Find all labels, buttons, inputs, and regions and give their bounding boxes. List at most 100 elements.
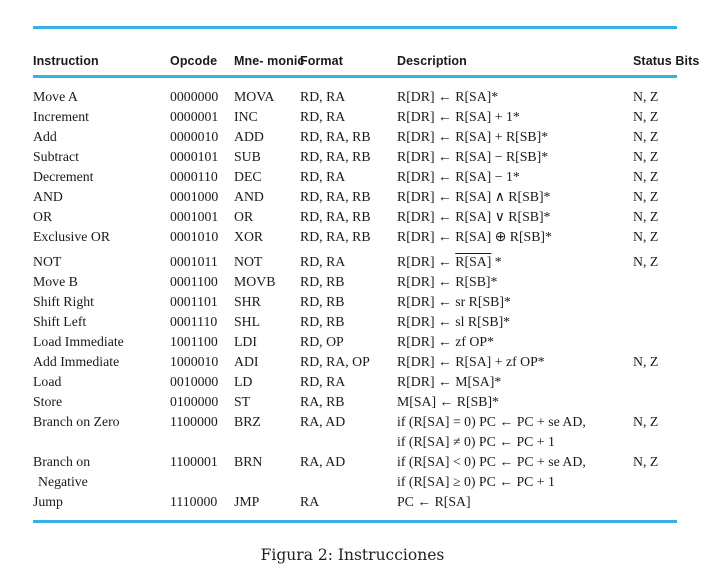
table-body: Move A 0000000 MOVA RD, RA R[DR] ← R[SA]* N, … xyxy=(33,78,677,520)
cell-status-bits: N, Z xyxy=(633,454,659,469)
cell-instruction: Store xyxy=(33,394,63,409)
cell-instruction: Increment xyxy=(33,109,89,124)
cell-format: RD, RA xyxy=(300,374,346,389)
header-instruction: Instruction xyxy=(33,53,99,68)
cell-description: R[DR] ← M[SA]* xyxy=(397,374,502,389)
cell-description: R[DR] ← sr R[SB]* xyxy=(397,294,511,309)
table-row: OR 0001001 OR RD, RA, RB R[DR] ← R[SA] ∨ R[S… xyxy=(33,207,677,227)
cell-status-bits: N, Z xyxy=(633,149,659,164)
cell-description: R[DR] ← R[SA] * xyxy=(397,254,502,269)
cell-status-bits: N, Z xyxy=(633,189,659,204)
cell-instruction: Move A xyxy=(33,89,78,104)
cell-mnemonic: SHL xyxy=(234,314,261,329)
cell-status-bits: N, Z xyxy=(633,169,659,184)
cell-opcode: 0000110 xyxy=(170,169,218,184)
cell-status-bits: N, Z xyxy=(633,209,659,224)
cell-opcode: 1000010 xyxy=(170,354,219,369)
table-row: Move B 0001100 MOVB RD, RB R[DR] ← R[SB]* xyxy=(33,272,677,292)
cell-instruction: Add xyxy=(33,129,57,144)
cell-description: R[DR] ← sl R[SB]* xyxy=(397,314,511,329)
cell-format: RD, RA xyxy=(300,254,346,269)
table-row: Load 0010000 LD RD, RA R[DR] ← M[SA]* xyxy=(33,372,677,392)
cell-description: R[DR] ← R[SA] ⊕ R[SB]* xyxy=(397,229,552,244)
table-row: Increment 0000001 INC RD, RA R[DR] ← R[SA] +… xyxy=(33,107,677,127)
table-row: Move A 0000000 MOVA RD, RA R[DR] ← R[SA]* N, … xyxy=(33,87,677,107)
cell-mnemonic: ST xyxy=(234,394,251,409)
cell-instruction: Shift Right xyxy=(33,294,94,309)
header-format: Format xyxy=(300,53,343,68)
cell-mnemonic: INC xyxy=(234,109,258,124)
cell-opcode: 0001000 xyxy=(170,189,219,204)
cell-status-bits: N, Z xyxy=(633,109,659,124)
cell-instruction: Move B xyxy=(33,274,78,289)
cell-format: RD, OP xyxy=(300,334,344,349)
cell-opcode: 0000001 xyxy=(170,109,219,124)
cell-format: RD, RB xyxy=(300,294,345,309)
table-row: Add 0000010 ADD RD, RA, RB R[DR] ← R[SA] + R… xyxy=(33,127,677,147)
cell-instruction: Add Immediate xyxy=(33,354,120,369)
cell-status-bits: N, Z xyxy=(633,354,659,369)
cell-description: R[DR] ← R[SA] + 1* xyxy=(397,109,520,124)
cell-mnemonic: MOVB xyxy=(234,274,276,289)
cell-instruction: NOT xyxy=(33,254,62,269)
table-row: Branch on Zero 1100000 BRZ RA, AD if (R[SA] … xyxy=(33,412,677,452)
figure-caption: Figura 2: Instrucciones xyxy=(260,546,445,564)
table-row: Shift Right 0001101 SHR RD, RB R[DR] ← sr R[… xyxy=(33,292,677,312)
cell-mnemonic: MOVA xyxy=(234,89,275,104)
cell-description: R[DR] ← R[SA] − R[SB]* xyxy=(397,149,549,164)
cell-opcode: 1001100 xyxy=(170,334,218,349)
cell-mnemonic: AND xyxy=(234,189,264,204)
cell-format: RD, RB xyxy=(300,314,345,329)
cell-instruction: Load xyxy=(33,374,62,389)
header-opcode: Opcode xyxy=(170,53,218,68)
cell-instruction: Subtract xyxy=(33,149,79,164)
cell-description: PC ← R[SA] xyxy=(397,494,471,509)
cell-instruction: Branch on Zero xyxy=(33,414,120,429)
cell-instruction: OR xyxy=(33,209,53,224)
table-bottom-rule xyxy=(33,520,677,523)
cell-format: RD, RA, OP xyxy=(300,354,370,369)
cell-opcode: 0001110 xyxy=(170,314,218,329)
cell-opcode: 1100001 xyxy=(170,454,218,469)
cell-status-bits: N, Z xyxy=(633,414,659,429)
cell-status-bits xyxy=(633,332,677,352)
cell-mnemonic: LDI xyxy=(234,334,257,349)
cell-opcode: 0001011 xyxy=(170,254,218,269)
cell-mnemonic: SUB xyxy=(234,149,261,164)
table-row: Branch on Negative 1100001 BRN RA, AD if (R[S… xyxy=(33,452,677,492)
cell-status-bits xyxy=(633,272,677,292)
table-row: Load Immediate 1001100 LDI RD, OP R[DR] ← zf… xyxy=(33,332,677,352)
cell-format: RA, RB xyxy=(300,394,345,409)
table-header-row: Instruction Opcode Mne- monic Format Des… xyxy=(33,29,699,75)
cell-format: RA, AD xyxy=(300,454,346,469)
cell-opcode: 0000101 xyxy=(170,149,219,164)
cell-mnemonic: JMP xyxy=(234,494,260,509)
table-row: Add Immediate 1000010 ADI RD, RA, OP R[DR] ←… xyxy=(33,352,677,372)
cell-format: RD, RB xyxy=(300,274,345,289)
cell-opcode: 0001010 xyxy=(170,229,219,244)
cell-mnemonic: BRZ xyxy=(234,414,261,429)
cell-status-bits: N, Z xyxy=(633,129,659,144)
cell-status-bits xyxy=(633,372,677,392)
cell-format: RA, AD xyxy=(300,414,346,429)
cell-description: R[DR] ← R[SA] + R[SB]* xyxy=(397,129,549,144)
cell-mnemonic: SHR xyxy=(234,294,261,309)
instruction-table: Instruction Opcode Mne- monic Format Des… xyxy=(33,26,699,523)
cell-mnemonic: ADD xyxy=(234,129,264,144)
cell-opcode: 1100000 xyxy=(170,414,218,429)
cell-instruction: Shift Left xyxy=(33,314,87,329)
cell-status-bits xyxy=(633,312,677,332)
cell-instruction: Branch on Negative xyxy=(33,454,91,489)
table-row: Store 0100000 ST RA, RB M[SA] ← R[SB]* xyxy=(33,392,677,412)
table-row: Exclusive OR 0001010 XOR RD, RA, RB R[DR] ← … xyxy=(33,227,677,247)
cell-instruction: Jump xyxy=(33,494,63,509)
cell-opcode: 0010000 xyxy=(170,374,219,389)
cell-description: if (R[SA] = 0) PC ← PC + se AD, if (R[SA]… xyxy=(397,414,586,449)
cell-status-bits: N, Z xyxy=(633,89,659,104)
cell-opcode: 0001001 xyxy=(170,209,219,224)
cell-opcode: 0000000 xyxy=(170,89,219,104)
cell-status-bits xyxy=(633,492,677,512)
cell-description: M[SA] ← R[SB]* xyxy=(397,394,499,409)
table-row: Decrement 0000110 DEC RD, RA R[DR] ← R[SA] −… xyxy=(33,167,677,187)
table-top-rule xyxy=(33,26,677,29)
